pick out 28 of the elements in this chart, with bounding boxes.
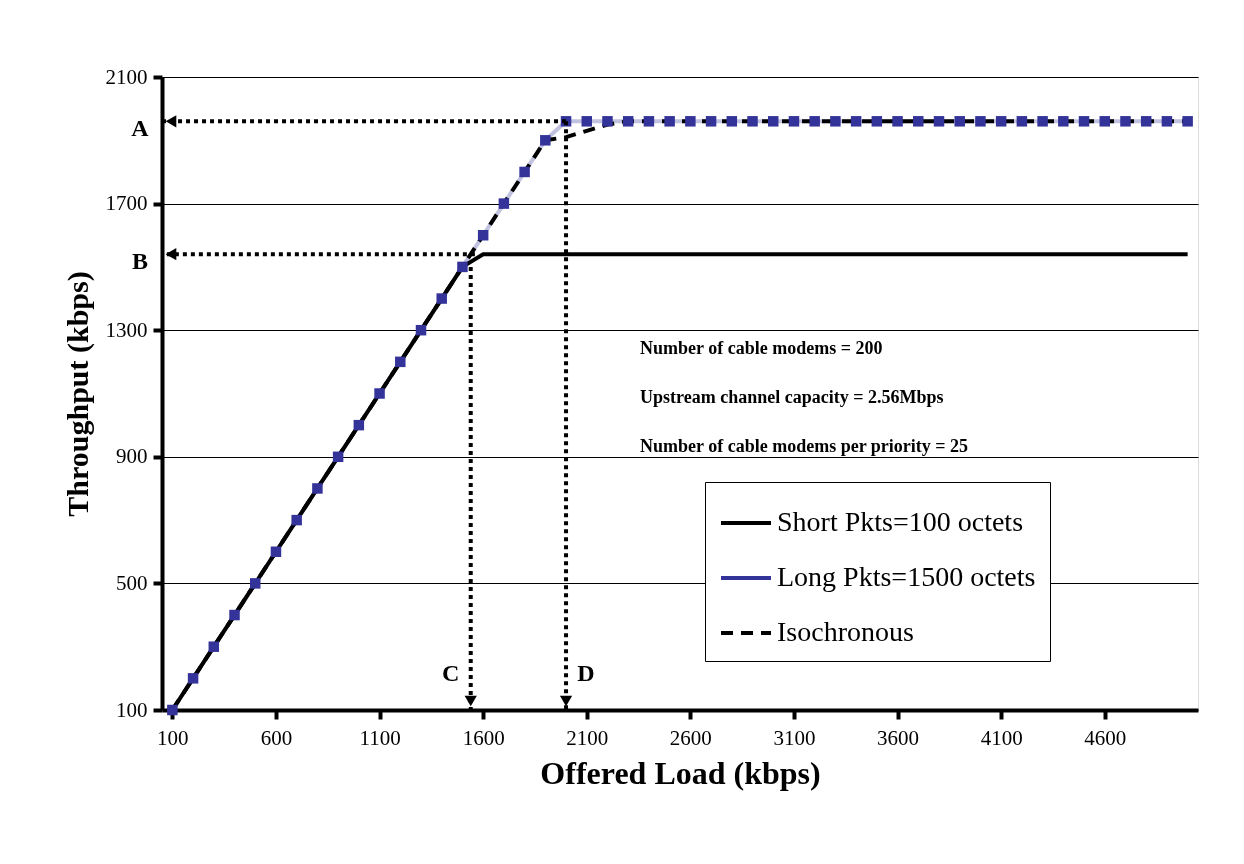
y-tick-label: 1300 bbox=[105, 317, 148, 342]
legend-label: Short Pkts=100 octets bbox=[777, 506, 1024, 537]
legend-label: Long Pkts=1500 octets bbox=[777, 561, 1036, 592]
annotation: Number of cable modems per priority = 25 bbox=[640, 436, 969, 456]
y-tick-label: 1700 bbox=[105, 191, 148, 216]
y-tick-label: 2100 bbox=[105, 64, 148, 89]
annotation: B bbox=[131, 248, 149, 275]
x-axis-title: Offered Load (kbps) bbox=[540, 754, 821, 791]
annotation: A bbox=[131, 115, 150, 142]
annotation: C bbox=[442, 660, 460, 686]
x-tick-label: 3600 bbox=[877, 725, 920, 750]
y-axis-title: Throughput (kbps) bbox=[60, 271, 95, 517]
x-tick-label: 4600 bbox=[1084, 725, 1127, 750]
annotation: Number of cable modems = 200 bbox=[640, 338, 883, 358]
x-tick-label: 3100 bbox=[773, 725, 816, 750]
y-tick-label: 900 bbox=[116, 444, 148, 469]
y-tick-label: 500 bbox=[116, 570, 148, 595]
x-tick-label: 100 bbox=[157, 725, 189, 750]
x-tick-label: 600 bbox=[260, 725, 293, 750]
y-tick-label: 100 bbox=[116, 697, 148, 722]
x-tick-label: 1600 bbox=[462, 725, 505, 750]
x-tick-label: 2600 bbox=[669, 725, 712, 750]
x-tick-label: 1100 bbox=[359, 725, 401, 750]
x-tick-label: 2100 bbox=[566, 725, 609, 750]
annotation: D bbox=[577, 660, 595, 686]
x-tick-label: 4100 bbox=[980, 725, 1023, 750]
annotation: Upstream channel capacity = 2.56Mbps bbox=[640, 387, 944, 407]
legend-label: Isochronous bbox=[777, 616, 914, 647]
